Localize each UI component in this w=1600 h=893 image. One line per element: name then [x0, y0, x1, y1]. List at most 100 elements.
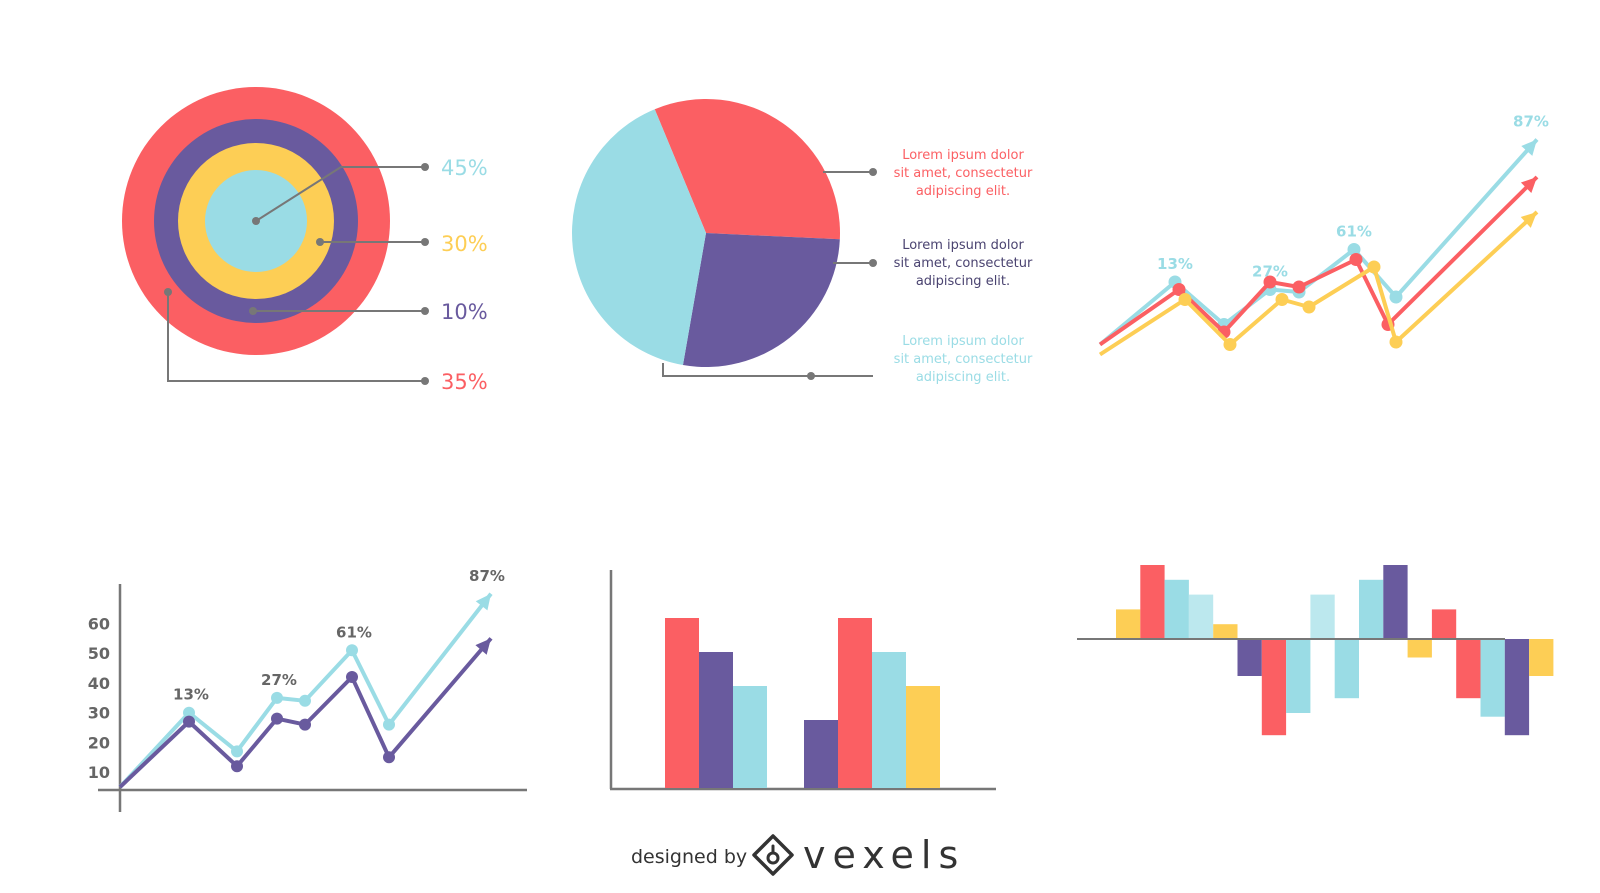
pie-dot: [869, 259, 877, 267]
bar: [1480, 639, 1505, 717]
pie-slices: [572, 98, 841, 367]
pie-leader-lines: [662, 171, 873, 377]
ring-leader-45: [255, 166, 425, 222]
pie-leader-dots: [807, 168, 877, 380]
pie-slice: [682, 233, 840, 367]
pie-slice: [654, 98, 841, 240]
trend-series-line: [118, 637, 493, 789]
bar: [1504, 639, 1530, 736]
grouped-bar-chart: [609, 570, 996, 791]
trend-point: [1367, 260, 1381, 274]
bar: [906, 686, 940, 788]
vexels-diamond-logo-icon: [752, 834, 794, 876]
trend-point: [346, 644, 358, 657]
bar: [1407, 639, 1432, 658]
pie-caption-line: sit amet, consectetur: [894, 352, 1033, 367]
pie-dot: [869, 168, 877, 176]
trend-point: [1275, 293, 1289, 306]
trend-arrow-head: [1520, 177, 1537, 194]
pie-caption-line: Lorem ipsum dolor: [902, 334, 1024, 349]
trend-point: [1389, 335, 1403, 349]
trend-series-line: [118, 592, 493, 789]
trend-point: [1172, 283, 1186, 296]
bar: [1359, 579, 1384, 639]
trend-value-label: 61%: [1336, 223, 1372, 241]
trend-value-label: 13%: [1157, 255, 1193, 273]
trend-arrow-head: [475, 638, 491, 655]
trend-point: [183, 706, 195, 719]
ring-dot: [164, 288, 172, 296]
credit: designed by vexels: [631, 833, 965, 877]
pie-caption-line: sit amet, consectetur: [894, 256, 1033, 271]
pie-leader-cyan: [662, 363, 873, 377]
trend-point: [231, 745, 243, 758]
ring-dot: [421, 238, 429, 246]
credit-prefix: designed by: [631, 846, 747, 868]
trend-point: [383, 751, 395, 764]
pie-caption-line: Lorem ipsum dolor: [902, 148, 1024, 163]
ring-label-10: 10%: [441, 300, 488, 324]
bar: [1334, 639, 1359, 699]
trend-point: [271, 691, 283, 704]
trend-point: [1389, 290, 1403, 304]
trend-value-label: 13%: [173, 686, 209, 704]
ring-dot: [249, 307, 257, 315]
trend-point: [1178, 293, 1192, 306]
trend-point: [299, 694, 311, 707]
trend-value-label: 87%: [1513, 113, 1549, 131]
y-tick-label: 40: [88, 674, 110, 693]
y-tick-label: 10: [88, 763, 110, 782]
ring-leader-lines: [167, 166, 425, 382]
trend-point: [231, 760, 243, 773]
pie-caption-cyan: Lorem ipsum dolor sit amet, consectetur ad…: [894, 334, 1033, 385]
bar: [699, 652, 733, 788]
pie-chart: Lorem ipsum dolor sit amet, consectetur ad…: [572, 98, 1033, 385]
ring-leader-dots: [164, 163, 429, 385]
bar: [1529, 639, 1554, 676]
credit-brand: vexels: [803, 833, 965, 877]
y-tick-label: 60: [88, 615, 110, 634]
ring-dot: [316, 238, 324, 246]
bar: [1140, 565, 1165, 639]
diverging-bar-chart: [1077, 565, 1554, 736]
pie-caption-line: adipiscing elit.: [916, 274, 1010, 289]
bar: [1310, 594, 1335, 639]
ring-label-30: 30%: [441, 232, 488, 256]
trend-point: [1223, 338, 1237, 351]
trend-arrow-head: [1521, 139, 1537, 156]
bar: [1383, 565, 1408, 639]
ring-label-35: 35%: [441, 370, 488, 394]
pie-caption-line: adipiscing elit.: [916, 184, 1010, 199]
trend-point: [1347, 243, 1361, 256]
trend-value-label: 27%: [261, 671, 297, 689]
ring-leader-35: [167, 292, 425, 382]
trend-series-line: [1098, 210, 1539, 357]
trend-arrow-head: [1520, 212, 1537, 228]
pie-caption-line: adipiscing elit.: [916, 370, 1010, 385]
ring-dot: [421, 307, 429, 315]
trend-arrow-head: [475, 593, 491, 611]
ring-dot: [421, 377, 429, 385]
y-tick-label: 50: [88, 644, 110, 663]
trend-line-chart-three-series: 13% 27% 61% 87%: [1098, 113, 1549, 357]
bar: [1116, 609, 1141, 639]
bar: [1431, 609, 1457, 639]
trend-point: [271, 712, 283, 725]
trend-line-chart-two-series: 10 20 30 40 50 60 13% 27% 61% 87%: [88, 567, 527, 812]
bar: [1456, 639, 1481, 699]
trend-point: [1349, 253, 1363, 266]
trend-point: [1292, 280, 1306, 294]
ring-label-45: 45%: [441, 156, 488, 180]
bar: [1286, 639, 1311, 713]
bar: [1261, 639, 1287, 736]
pie-slice: [572, 109, 706, 366]
y-tick-label: 30: [88, 704, 110, 723]
trend-value-label: 27%: [1252, 263, 1288, 281]
bar: [1237, 639, 1262, 676]
bar: [1188, 594, 1214, 639]
y-tick-label: 20: [88, 733, 110, 752]
pie-caption-line: sit amet, consectetur: [894, 166, 1033, 181]
trend-point: [346, 671, 358, 684]
bar: [804, 720, 838, 788]
pie-caption-red: Lorem ipsum dolor sit amet, consectetur ad…: [894, 148, 1033, 199]
